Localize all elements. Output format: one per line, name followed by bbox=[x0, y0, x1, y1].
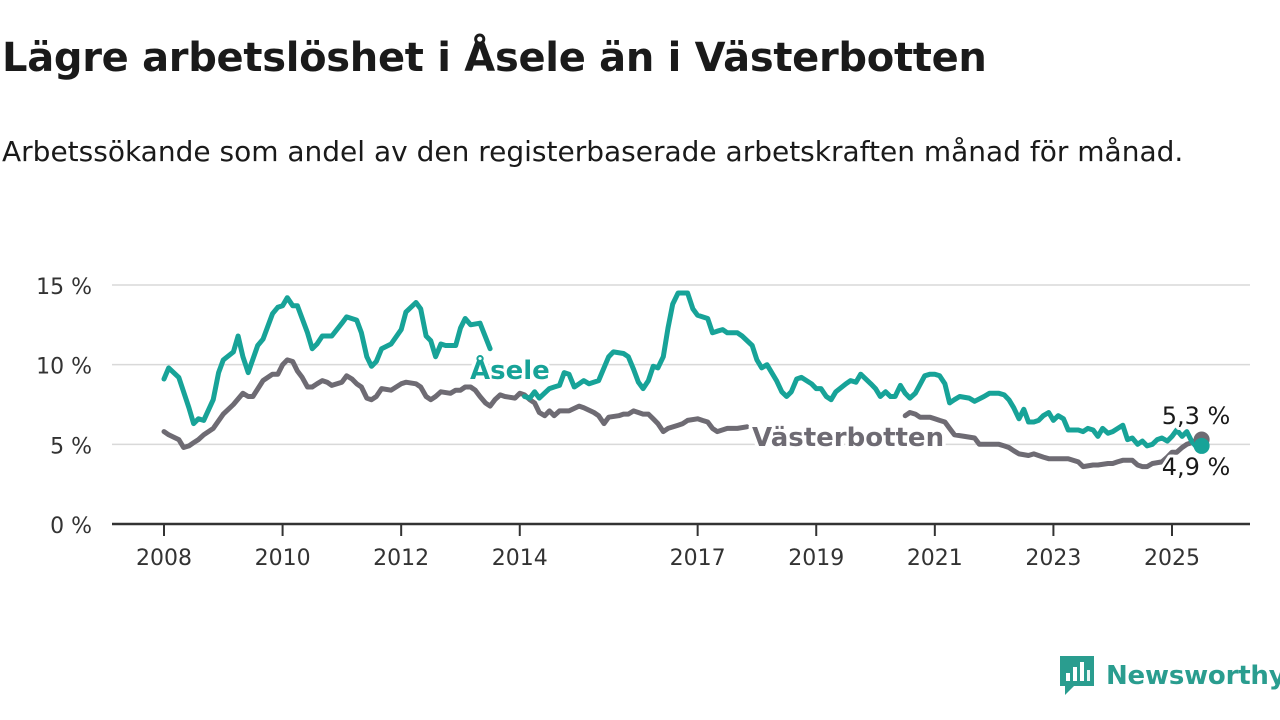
y-tick-label: 15 % bbox=[36, 275, 92, 300]
series-lines bbox=[161, 290, 1210, 470]
x-tick-label: 2023 bbox=[1025, 546, 1081, 571]
newsworthy-logo-icon bbox=[1060, 656, 1094, 695]
grid-lines bbox=[112, 284, 1250, 446]
series-label-asele-halo: Åsele bbox=[470, 354, 550, 386]
brand-name: Newsworthy bbox=[1106, 661, 1280, 691]
x-axis: 2008 2010 2012 2014 2017 2019 2021 2023 2025 bbox=[112, 522, 1250, 571]
x-tick-label: 2012 bbox=[373, 546, 429, 571]
end-label-vasterbotten-halo: 5,3 % bbox=[1162, 402, 1231, 430]
end-label-asele: 4,9 % bbox=[1162, 453, 1231, 481]
y-tick-label: 5 % bbox=[50, 434, 92, 459]
y-tick-label: 0 % bbox=[50, 514, 92, 539]
end-label-vasterbotten: 5,3 % bbox=[1162, 402, 1231, 430]
y-tick-label: 10 % bbox=[36, 355, 92, 380]
x-tick-label: 2019 bbox=[788, 546, 844, 571]
series-label-asele: Åsele bbox=[470, 354, 550, 386]
end-label-asele-halo: 4,9 % bbox=[1162, 453, 1231, 481]
series-label-vasterbotten: Västerbotten bbox=[752, 423, 944, 453]
x-tick-label: 2017 bbox=[670, 546, 726, 571]
series-label-vasterbotten-halo: Västerbotten bbox=[752, 423, 944, 453]
series-line-vasterbotten bbox=[902, 410, 1205, 470]
x-tick-label: 2008 bbox=[136, 546, 192, 571]
y-axis-ticks: 0 % 5 % 10 % 15 % bbox=[36, 275, 92, 539]
chart-title: Lägre arbetslöshet i Åsele än i Västerbo… bbox=[2, 35, 987, 81]
end-point-asele bbox=[1193, 437, 1210, 454]
chart-subtitle: Arbetssökande som andel av den registerb… bbox=[2, 135, 1184, 168]
series-line-vasterbotten bbox=[161, 357, 750, 450]
x-tick-label: 2025 bbox=[1144, 546, 1200, 571]
series-line-asele bbox=[522, 290, 1205, 450]
newsworthy-logo: Newsworthy bbox=[1060, 656, 1280, 696]
x-tick-label: 2014 bbox=[492, 546, 548, 571]
x-tick-label: 2021 bbox=[907, 546, 963, 571]
x-tick-label: 2010 bbox=[255, 546, 311, 571]
line-chart: 0 %5 %10 %15 % 2008 2010 2012 2014 2017 2019 2… bbox=[36, 275, 1250, 571]
series-line-asele bbox=[161, 295, 493, 427]
